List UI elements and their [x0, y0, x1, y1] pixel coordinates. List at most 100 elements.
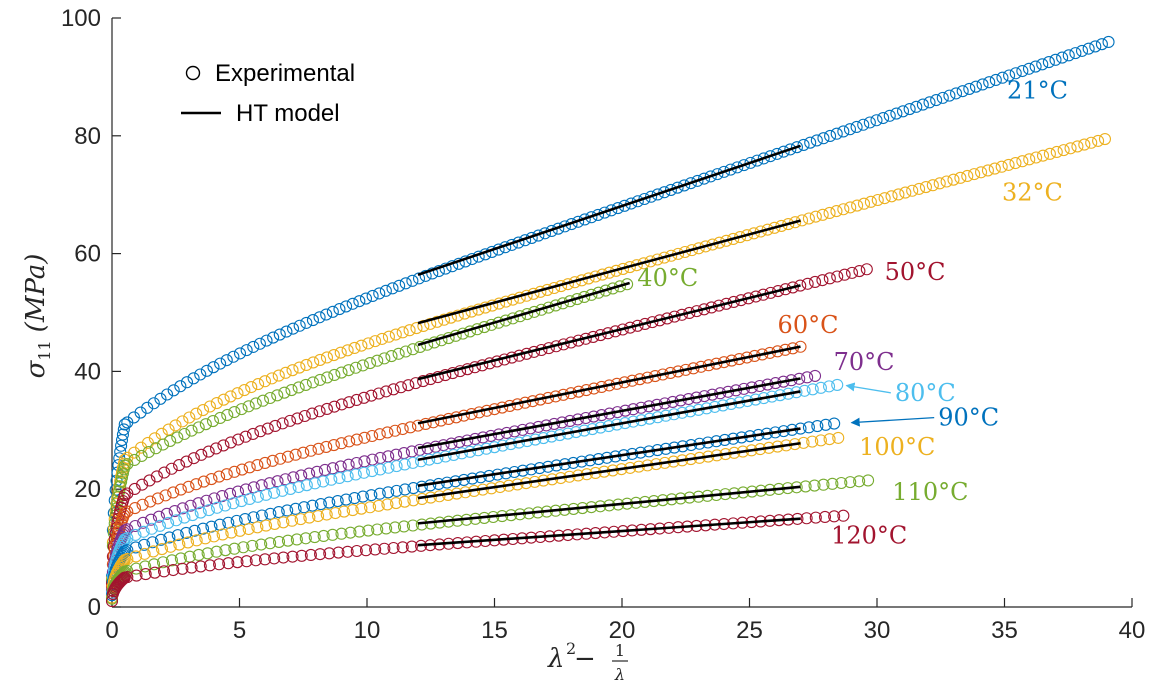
svg-text:−: −	[574, 644, 596, 674]
data-point	[249, 397, 262, 410]
data-point	[331, 494, 344, 508]
data-point	[806, 383, 819, 396]
data-point	[358, 431, 371, 444]
data-point	[393, 279, 406, 292]
data-point	[366, 465, 379, 478]
data-point	[355, 339, 368, 352]
data-point	[277, 551, 290, 564]
data-point	[278, 386, 291, 399]
data-point	[1009, 156, 1022, 170]
data-point	[310, 465, 324, 478]
data-point	[314, 548, 327, 561]
data-point	[147, 545, 160, 558]
data-point	[224, 390, 237, 403]
data-point	[851, 199, 864, 212]
data-point	[424, 317, 437, 330]
x-label-exp: 2	[566, 639, 576, 658]
data-point	[251, 490, 264, 503]
data-point	[249, 554, 262, 567]
data-point	[115, 475, 128, 488]
data-point	[398, 458, 411, 471]
data-point	[906, 184, 919, 197]
data-point	[860, 263, 873, 276]
data-point	[1056, 51, 1069, 64]
data-point	[259, 519, 273, 532]
svg-text:1: 1	[615, 641, 625, 660]
data-point	[678, 179, 691, 192]
data-point	[1030, 151, 1043, 164]
data-point	[114, 575, 127, 588]
data-point	[333, 471, 346, 485]
data-point	[276, 484, 289, 497]
data-point	[801, 277, 814, 290]
data-point	[381, 498, 394, 511]
data-point	[313, 405, 326, 418]
data-point	[306, 407, 319, 420]
data-point	[214, 357, 227, 370]
data-point	[192, 548, 205, 562]
data-point	[961, 169, 974, 183]
data-point	[273, 328, 286, 341]
data-point	[1082, 42, 1095, 55]
temperature-label: 60°C	[778, 311, 839, 339]
data-point	[253, 337, 266, 350]
data-point	[269, 419, 282, 432]
data-point	[173, 459, 186, 472]
data-point	[187, 452, 200, 465]
data-point	[407, 482, 420, 495]
data-point	[923, 96, 936, 109]
y-label-sub: 11	[35, 340, 54, 360]
data-point	[405, 540, 418, 553]
data-point	[264, 391, 277, 405]
data-point	[252, 378, 265, 391]
data-point	[353, 295, 366, 308]
data-point	[389, 328, 402, 341]
data-point	[1036, 58, 1049, 71]
data-point	[926, 179, 939, 192]
data-point	[272, 535, 286, 548]
data-point	[983, 76, 996, 89]
temperature-label: 120°C	[831, 521, 907, 549]
data-point	[823, 206, 836, 220]
data-point	[375, 332, 389, 345]
y-axis-label: σ11 (MPa)	[21, 254, 54, 379]
data-point	[831, 270, 844, 283]
data-point	[144, 513, 158, 526]
data-point	[150, 470, 163, 483]
data-point	[831, 378, 844, 391]
data-point	[341, 344, 354, 357]
data-point	[823, 380, 836, 393]
data-point	[1064, 142, 1077, 155]
data-point	[369, 543, 382, 556]
data-point	[141, 401, 154, 414]
data-point	[871, 193, 884, 207]
data-point	[355, 502, 368, 515]
data-point	[1022, 62, 1036, 75]
data-point	[213, 558, 226, 571]
data-point	[356, 490, 369, 503]
data-point	[118, 459, 131, 472]
data-point	[317, 475, 330, 488]
data-point	[294, 513, 307, 526]
data-point	[207, 361, 220, 374]
ht-model-line	[417, 377, 801, 450]
data-point	[160, 507, 173, 520]
data-point	[185, 561, 198, 574]
data-point	[116, 461, 129, 474]
ht-model-line	[417, 284, 801, 381]
data-point	[117, 423, 130, 436]
ht-model-line	[417, 390, 801, 462]
data-point	[317, 529, 330, 543]
data-point	[277, 516, 290, 529]
data-point	[202, 504, 215, 517]
data-point	[378, 352, 391, 365]
data-point	[233, 347, 247, 360]
y-label-unit: (MPa)	[21, 254, 51, 333]
data-point	[167, 563, 180, 577]
data-point	[161, 388, 174, 401]
data-point	[943, 89, 956, 102]
data-point	[268, 517, 281, 530]
data-point	[1089, 40, 1102, 53]
data-point	[335, 527, 348, 540]
data-point	[349, 361, 362, 374]
